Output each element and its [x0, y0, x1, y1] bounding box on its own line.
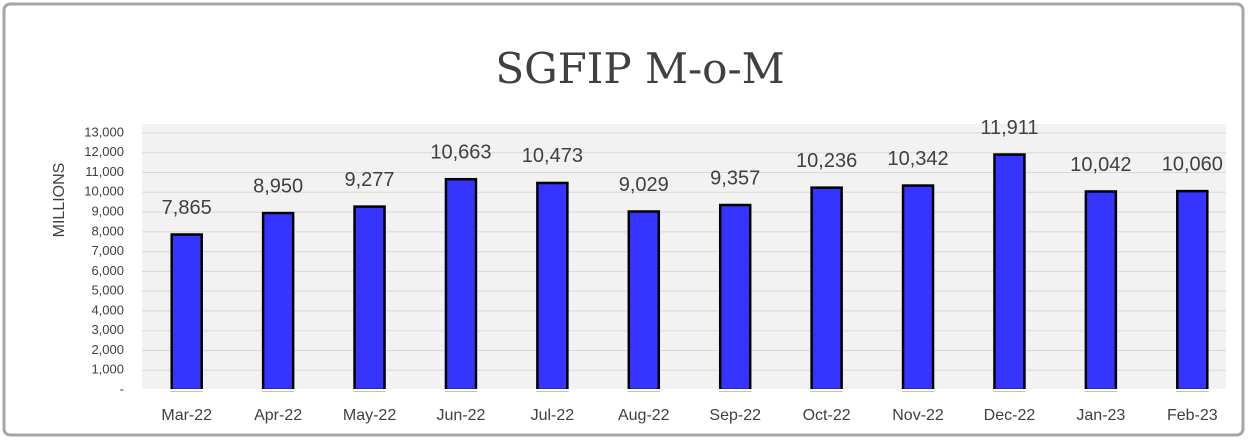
x-tick-label: Aug-22: [618, 407, 670, 424]
x-tick-label: Apr-22: [254, 407, 302, 424]
bar: [993, 153, 1026, 392]
y-tick-label: 8,000: [91, 223, 124, 238]
x-tick-label: Jun-22: [436, 407, 485, 424]
y-tick-label: 2,000: [91, 342, 124, 357]
bar: [170, 233, 203, 392]
data-label: 10,236: [796, 150, 857, 172]
x-tick-label: Jul-22: [531, 407, 575, 424]
bar: [901, 184, 935, 392]
x-tick-label: Jan-23: [1076, 407, 1125, 424]
y-tick-label: 7,000: [91, 243, 124, 258]
y-tick-label: 5,000: [91, 283, 124, 298]
bar: [718, 203, 752, 392]
data-label: 10,042: [1070, 154, 1131, 176]
y-tick-label: 9,000: [91, 204, 124, 219]
x-tick-label: Nov-22: [892, 407, 944, 424]
y-axis-label: MILLIONS: [51, 163, 68, 238]
y-tick-label: 6,000: [91, 263, 124, 278]
y-tick-label: 13,000: [84, 124, 124, 139]
data-label: 8,950: [253, 175, 303, 197]
x-tick-label: Feb-23: [1167, 407, 1218, 424]
bar: [1176, 189, 1209, 392]
bar: [810, 186, 843, 392]
data-label: 10,473: [522, 145, 583, 167]
data-label: 10,663: [430, 141, 491, 163]
data-label: 7,865: [162, 197, 212, 219]
x-tick-label: May-22: [343, 407, 396, 424]
bar: [1084, 190, 1118, 392]
bar: [536, 181, 569, 392]
data-label: 9,277: [345, 169, 395, 191]
data-label: 9,029: [619, 174, 669, 196]
bar: [444, 177, 478, 392]
bar: [627, 210, 661, 392]
bar: [261, 211, 295, 392]
y-tick-label: 11,000: [85, 164, 124, 179]
y-tick-label: 10,000: [84, 184, 124, 199]
x-tick-label: Dec-22: [984, 407, 1036, 424]
x-tick-label: Mar-22: [161, 407, 212, 424]
chart-title: SGFIP M-o-M: [495, 44, 784, 93]
y-tick-label: 4,000: [91, 302, 124, 317]
plot-area: [142, 124, 1226, 390]
x-tick-label: Sep-22: [709, 407, 761, 424]
data-label: 9,357: [710, 167, 760, 189]
y-tick-label: -: [120, 381, 124, 396]
data-label: 10,060: [1162, 153, 1223, 175]
bar: [353, 205, 386, 392]
y-tick-label: 3,000: [91, 322, 124, 337]
y-tick-label: 12,000: [84, 144, 124, 159]
data-label: 10,342: [887, 148, 948, 170]
y-tick-label: 1,000: [91, 362, 124, 377]
data-label: 11,911: [980, 117, 1038, 139]
x-tick-label: Oct-22: [803, 407, 851, 424]
